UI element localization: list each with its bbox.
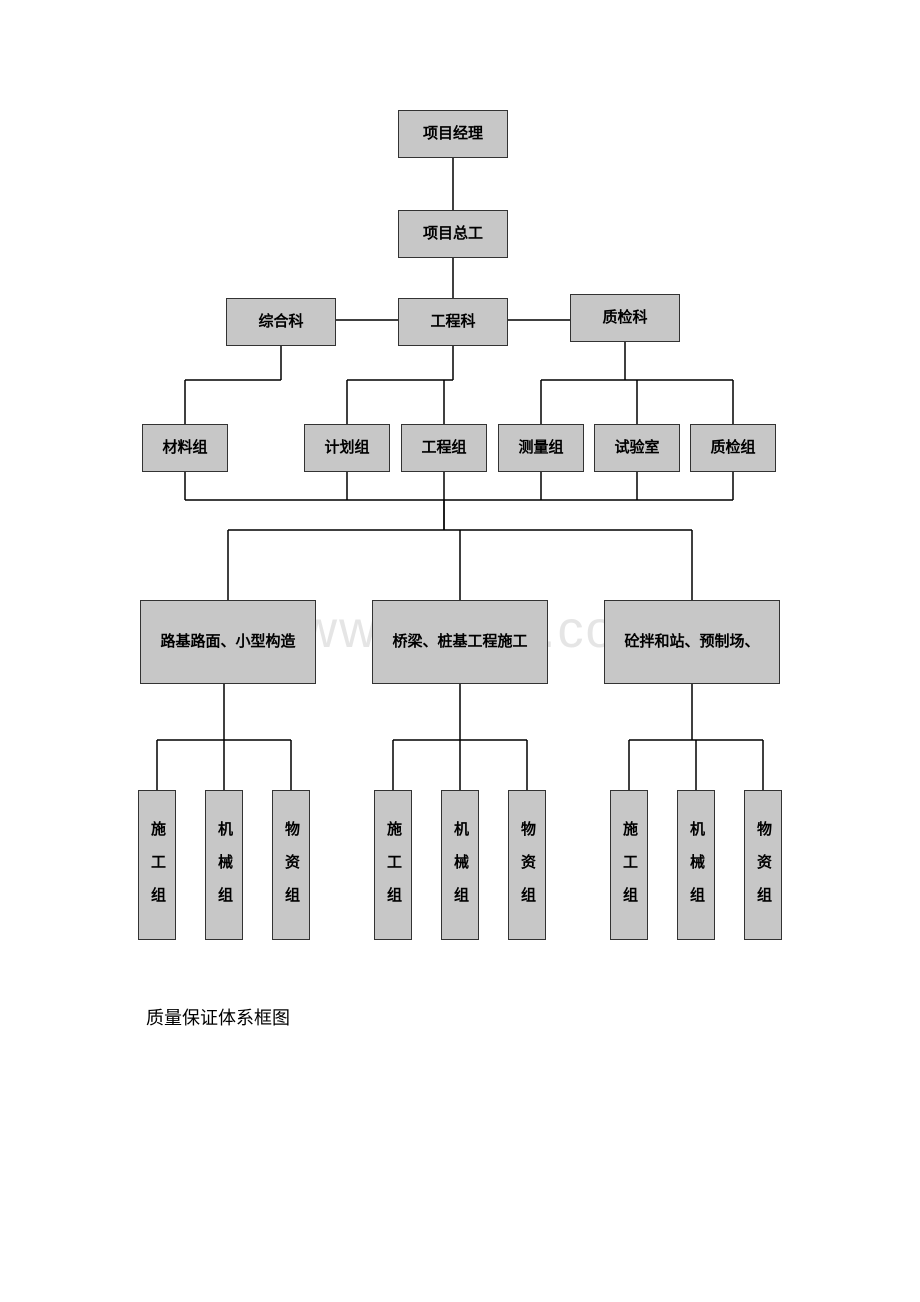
node-g3b: 机械组 bbox=[677, 790, 715, 940]
node-g2c: 物资组 bbox=[508, 790, 546, 940]
diagram-caption: 质量保证体系框图 bbox=[146, 1004, 290, 1030]
node-n8: 工程组 bbox=[401, 424, 487, 472]
node-g1b: 机械组 bbox=[205, 790, 243, 940]
node-n11: 质检组 bbox=[690, 424, 776, 472]
node-g3c: 物资组 bbox=[744, 790, 782, 940]
node-n10: 试验室 bbox=[594, 424, 680, 472]
node-n7: 计划组 bbox=[304, 424, 390, 472]
node-n12: 路基路面、小型构造 bbox=[140, 600, 316, 684]
node-n9: 测量组 bbox=[498, 424, 584, 472]
node-n2: 项目总工 bbox=[398, 210, 508, 258]
node-n5: 质检科 bbox=[570, 294, 680, 342]
node-n6: 材料组 bbox=[142, 424, 228, 472]
node-n1: 项目经理 bbox=[398, 110, 508, 158]
node-n14: 砼拌和站、预制场、 bbox=[604, 600, 780, 684]
node-g1c: 物资组 bbox=[272, 790, 310, 940]
node-g2b: 机械组 bbox=[441, 790, 479, 940]
node-g1a: 施工组 bbox=[138, 790, 176, 940]
org-chart-diagram: www.bdocx.com 项目经理项目总工综合科工程科质检科材料组计划组工程组… bbox=[0, 0, 920, 1302]
node-n4: 工程科 bbox=[398, 298, 508, 346]
node-n13: 桥梁、桩基工程施工 bbox=[372, 600, 548, 684]
node-g2a: 施工组 bbox=[374, 790, 412, 940]
node-g3a: 施工组 bbox=[610, 790, 648, 940]
node-n3: 综合科 bbox=[226, 298, 336, 346]
